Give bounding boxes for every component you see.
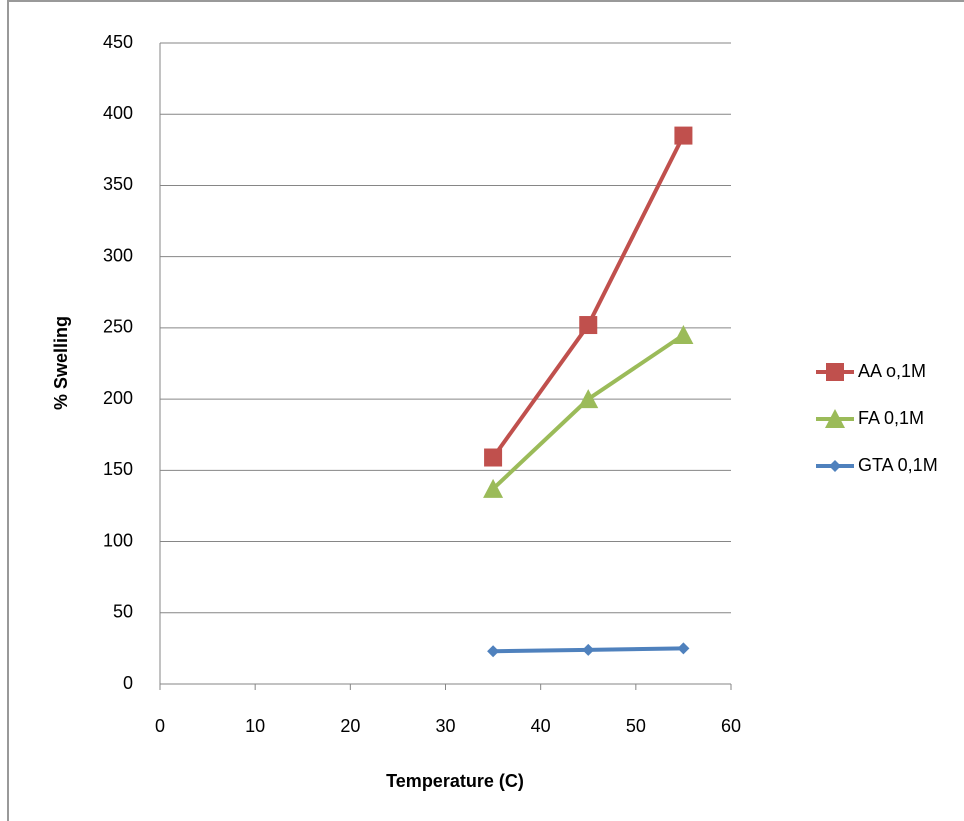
x-tick-label: 50 bbox=[626, 716, 646, 736]
x-tick-label: 60 bbox=[721, 716, 741, 736]
x-tick-label: 20 bbox=[340, 716, 360, 736]
legend-label: AA o,1M bbox=[858, 361, 926, 381]
y-tick-label: 400 bbox=[103, 103, 133, 123]
y-axis-title: % Swelling bbox=[51, 316, 71, 410]
x-axis-title: Temperature (C) bbox=[386, 771, 524, 791]
marker bbox=[484, 448, 503, 467]
y-tick-label: 150 bbox=[103, 459, 133, 479]
marker bbox=[674, 126, 693, 145]
marker bbox=[677, 642, 690, 655]
marker bbox=[582, 643, 595, 656]
y-tick-label: 250 bbox=[103, 317, 133, 337]
x-tick-label: 40 bbox=[531, 716, 551, 736]
y-tick-label: 100 bbox=[103, 530, 133, 550]
marker bbox=[826, 363, 844, 381]
y-tick-label: 350 bbox=[103, 174, 133, 194]
legend-label: FA 0,1M bbox=[858, 408, 924, 428]
marker bbox=[487, 645, 500, 658]
x-tick-label: 30 bbox=[435, 716, 455, 736]
y-tick-label: 300 bbox=[103, 245, 133, 265]
x-tick-label: 10 bbox=[245, 716, 265, 736]
marker bbox=[825, 409, 845, 428]
y-tick-label: 50 bbox=[113, 602, 133, 622]
marker bbox=[673, 325, 694, 345]
marker bbox=[483, 478, 504, 498]
series-line bbox=[491, 333, 685, 491]
legend-label: GTA 0,1M bbox=[858, 455, 938, 475]
series-line bbox=[491, 134, 686, 459]
marker bbox=[579, 316, 598, 335]
x-tick-label: 0 bbox=[155, 716, 165, 736]
y-tick-label: 450 bbox=[103, 32, 133, 52]
y-tick-label: 0 bbox=[123, 673, 133, 693]
y-tick-label: 200 bbox=[103, 388, 133, 408]
marker bbox=[578, 389, 599, 409]
marker bbox=[829, 460, 841, 472]
